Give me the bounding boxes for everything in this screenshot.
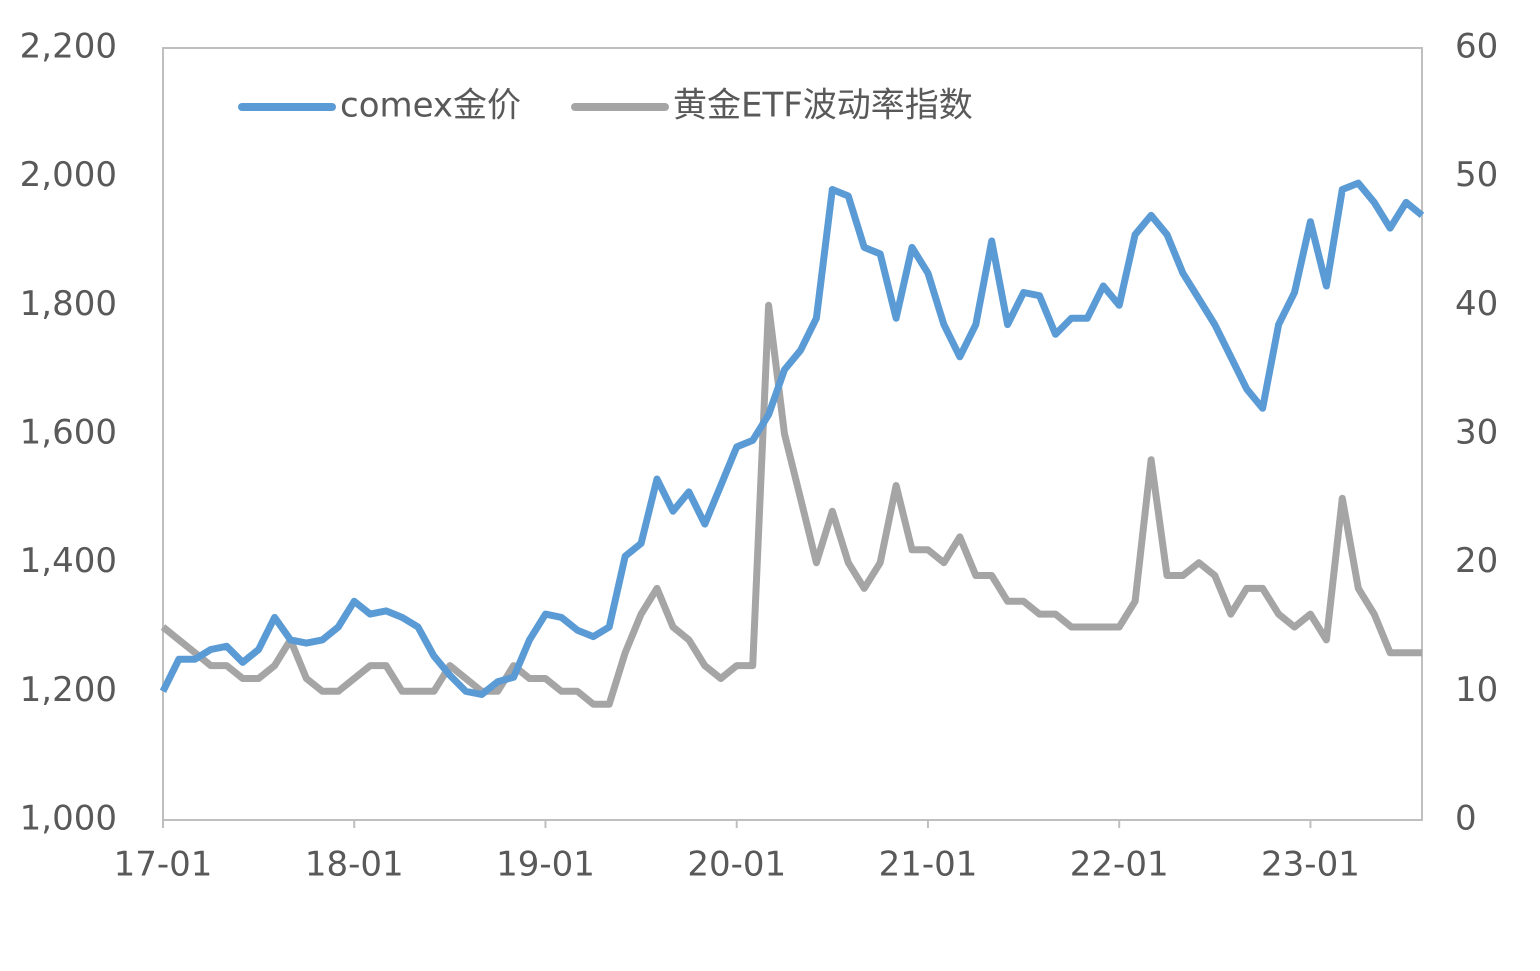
y2-tick-label: 40 [1455, 284, 1498, 324]
x-tick-label: 23-01 [1261, 845, 1360, 885]
x-tick-label: 22-01 [1070, 845, 1169, 885]
y-tick-label: 2,200 [20, 27, 117, 67]
x-tick-label: 18-01 [305, 845, 404, 885]
x-tick-label: 21-01 [879, 845, 978, 885]
y-tick-label: 1,200 [20, 670, 117, 710]
series-line [160, 301, 1422, 708]
y2-tick-label: 20 [1455, 541, 1498, 581]
legend-label: 黄金ETF波动率指数 [673, 86, 973, 126]
x-tick-label: 20-01 [687, 845, 786, 885]
y2-tick-label: 50 [1455, 155, 1498, 195]
x-tick-label: 19-01 [496, 845, 595, 885]
y2-tick-label: 0 [1455, 799, 1477, 839]
plot-frame [162, 47, 1423, 821]
y-tick-label: 1,000 [20, 799, 117, 839]
series-line [159, 179, 1425, 698]
y-tick-label: 1,800 [20, 284, 117, 324]
y-tick-label: 1,600 [20, 413, 117, 453]
x-tick-label: 17-01 [114, 845, 213, 885]
y2-tick-label: 10 [1455, 670, 1498, 710]
y-tick-label: 1,400 [20, 541, 117, 581]
y-tick-label: 2,000 [20, 155, 117, 195]
legend-label: comex金价 [340, 86, 521, 126]
y2-tick-label: 60 [1455, 27, 1498, 67]
y2-tick-label: 30 [1455, 413, 1498, 453]
